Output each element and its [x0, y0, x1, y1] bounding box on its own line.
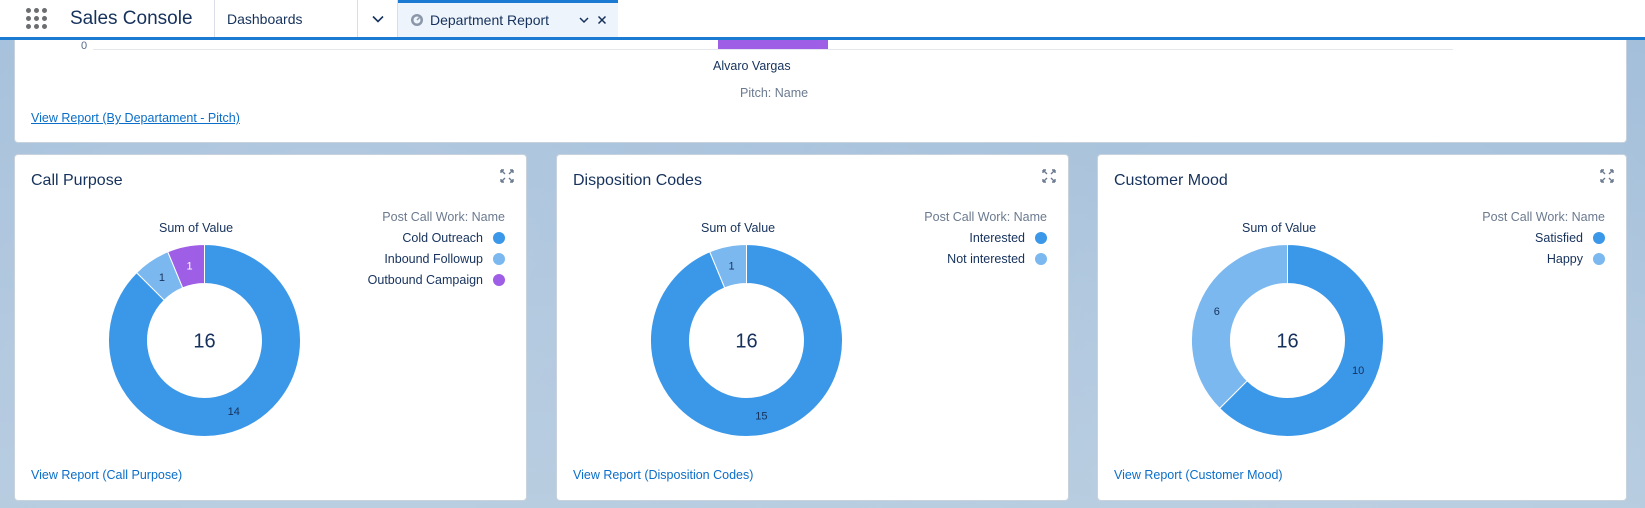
x-axis-title: Pitch: Name	[740, 86, 809, 100]
legend-item[interactable]: Cold Outreach	[402, 231, 505, 245]
tab-actions-button[interactable]	[578, 14, 590, 26]
card-title: Disposition Codes	[573, 172, 702, 189]
legend-title: Post Call Work: Name	[924, 210, 1047, 224]
y-axis-tick-zero: 0	[81, 40, 88, 52]
slice-value-label: 15	[755, 411, 767, 423]
slice-value-label: 1	[159, 272, 165, 284]
chevron-down-icon	[579, 17, 589, 24]
dashboard-canvas: 0 Alvaro Vargas Pitch: Name View Report …	[0, 40, 1645, 508]
card-call-purpose: Call Purpose Sum of Value Post Call Work…	[14, 154, 527, 501]
legend-dot	[493, 253, 505, 265]
donut-slice[interactable]	[108, 243, 301, 437]
chevron-down-icon	[371, 15, 384, 23]
slice-value-label: 14	[228, 406, 240, 418]
legend-item[interactable]: Interested	[969, 231, 1047, 245]
slice-value-label: 1	[729, 260, 735, 272]
legend-label: Cold Outreach	[402, 231, 483, 245]
donut-slice[interactable]	[650, 243, 843, 437]
dashboard-gauge-icon	[410, 13, 424, 27]
donut-slice[interactable]	[167, 243, 205, 289]
donut-total-label: 16	[193, 331, 215, 353]
legend-item[interactable]: Outbound Campaign	[368, 273, 505, 287]
legend-dot	[1035, 253, 1047, 265]
expand-icon[interactable]	[500, 169, 514, 183]
donut-total-label: 16	[1276, 331, 1298, 353]
app-name: Sales Console	[56, 0, 215, 37]
legend-dot	[1593, 232, 1605, 244]
view-report-customer-mood-link[interactable]: View Report (Customer Mood)	[1114, 468, 1283, 482]
donut-chart: 14 1 1 16	[108, 243, 301, 437]
view-report-call-purpose-link[interactable]: View Report (Call Purpose)	[31, 468, 183, 482]
global-nav-bar: Sales Console Dashboards Department Repo…	[0, 0, 1645, 40]
tab-close-button[interactable]	[596, 14, 608, 26]
legend-label: Inbound Followup	[384, 252, 483, 266]
app-launcher-button[interactable]	[16, 0, 56, 37]
card-title: Call Purpose	[31, 172, 123, 189]
nav-menu-button[interactable]	[358, 0, 398, 37]
tab-label: Department Report	[430, 12, 550, 28]
donut-slice[interactable]	[1191, 243, 1288, 410]
close-icon	[597, 15, 607, 25]
expand-icon[interactable]	[1600, 169, 1614, 183]
slice-value-label: 10	[1352, 365, 1364, 377]
legend-item[interactable]: Inbound Followup	[384, 252, 505, 266]
chart-bar[interactable]	[718, 40, 828, 49]
legend-dot	[1593, 253, 1605, 265]
chart-measure-label: Sum of Value	[159, 221, 234, 235]
legend-label: Interested	[969, 231, 1025, 245]
donut-slice[interactable]	[709, 243, 747, 289]
chart-baseline	[93, 49, 1453, 50]
x-axis-category-label: Alvaro Vargas	[713, 59, 791, 73]
tab-department-report[interactable]: Department Report	[398, 0, 618, 37]
slice-value-label: 6	[1214, 306, 1220, 318]
legend-dot	[493, 274, 505, 286]
donut-chart: 15 1 16	[650, 243, 843, 437]
view-report-disposition-codes-link[interactable]: View Report (Disposition Codes)	[573, 468, 754, 482]
chart-measure-label: Sum of Value	[701, 221, 776, 235]
pitch-chart-panel: 0 Alvaro Vargas Pitch: Name View Report …	[14, 40, 1627, 143]
legend-title: Post Call Work: Name	[382, 210, 505, 224]
legend-label: Satisfied	[1535, 231, 1583, 245]
expand-icon[interactable]	[1042, 169, 1056, 183]
nav-item-dashboards[interactable]: Dashboards	[215, 0, 358, 37]
legend-item[interactable]: Happy	[1547, 252, 1605, 266]
donut-slice[interactable]	[1218, 243, 1384, 437]
card-title: Customer Mood	[1114, 172, 1228, 189]
card-disposition-codes: Disposition Codes Sum of Value Post Call…	[556, 154, 1069, 501]
legend-label: Not interested	[947, 252, 1025, 266]
app-launcher-icon	[25, 8, 47, 29]
legend-item[interactable]: Satisfied	[1535, 231, 1605, 245]
slice-value-label: 1	[187, 260, 193, 272]
chart-measure-label: Sum of Value	[1242, 221, 1317, 235]
legend-title: Post Call Work: Name	[1482, 210, 1605, 224]
legend-label: Happy	[1546, 252, 1583, 266]
donut-chart: 10 6 16	[1191, 243, 1384, 437]
legend-item[interactable]: Not interested	[947, 252, 1047, 266]
legend-dot	[1035, 232, 1047, 244]
legend-dot	[493, 232, 505, 244]
legend-label: Outbound Campaign	[367, 273, 483, 287]
card-customer-mood: Customer Mood Sum of Value Post Call Wor…	[1097, 154, 1627, 501]
donut-total-label: 16	[735, 331, 757, 353]
view-report-pitch-link[interactable]: View Report (By Departament - Pitch)	[31, 111, 240, 125]
